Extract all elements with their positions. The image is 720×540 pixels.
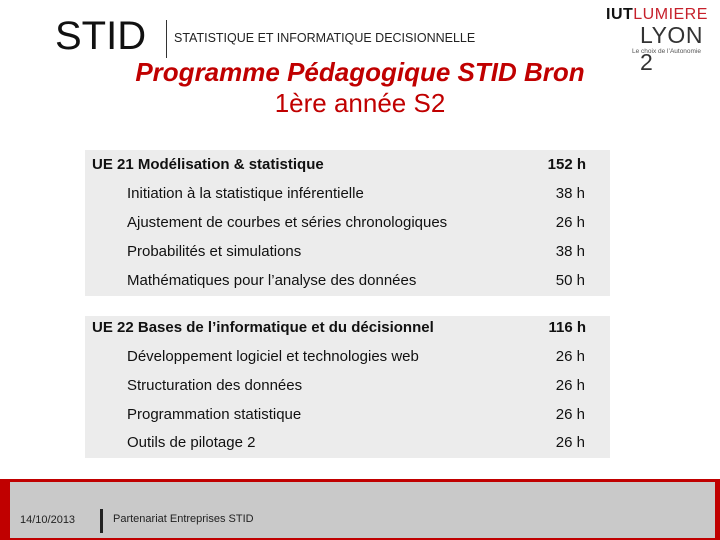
brand-title: STID: [55, 14, 147, 58]
course-hours: 26 h: [555, 406, 585, 423]
ue-label: UE 22 Bases de l’informatique et du déci…: [92, 319, 434, 336]
page-title: Programme Pédagogique STID Bron: [135, 57, 585, 87]
header-divider: [166, 20, 167, 58]
course-hours: 38 h: [555, 243, 585, 260]
course-name: Développement logiciel et technologies w…: [127, 348, 419, 365]
page-subtitle: 1ère année S2: [274, 88, 446, 118]
footer-panel: [10, 482, 715, 538]
course-name: Mathématiques pour l’analyse des données: [127, 272, 417, 289]
logo-lumiere: LUMIERE: [633, 6, 708, 23]
course-name: Structuration des données: [127, 377, 303, 394]
logo-tagline: Le choix de l’Autonomie: [632, 48, 702, 55]
course-name: Probabilités et simulations: [127, 243, 302, 260]
ue-label: UE 21 Modélisation & statistique: [92, 156, 324, 173]
course-hours: 38 h: [555, 185, 585, 202]
logo-line-1: IUTLUMIERE: [606, 6, 708, 24]
logo-iut: IUT: [606, 6, 634, 23]
footer-bar: 14/10/2013 Partenariat Entreprises STID: [0, 479, 720, 540]
course-hours: 50 h: [555, 272, 585, 289]
course-hours: 26 h: [555, 377, 585, 394]
ue-block-21: UE 21 Modélisation & statistique 152 h I…: [85, 150, 610, 296]
footer-label: Partenariat Entreprises STID: [113, 513, 254, 525]
ue-hours: 152 h: [547, 156, 586, 173]
course-hours: 26 h: [555, 214, 585, 231]
footer-date: 14/10/2013: [20, 514, 76, 526]
course-name: Initiation à la statistique inférentiell…: [127, 185, 364, 202]
course-hours: 26 h: [555, 348, 585, 365]
ue-hours: 116 h: [548, 319, 586, 336]
course-name: Outils de pilotage 2: [127, 434, 256, 451]
logo-lyon: LYON 2: [640, 22, 703, 75]
course-name: Programmation statistique: [127, 406, 302, 423]
course-name: Ajustement de courbes et séries chronolo…: [127, 214, 448, 231]
iut-lyon2-logo: IUTLUMIERE LYON 2 Le choix de l’Autonomi…: [606, 6, 710, 75]
course-hours: 26 h: [555, 434, 585, 451]
brand-subtitle: STATISTIQUE ET INFORMATIQUE DECISIONNELL…: [174, 31, 476, 45]
ue-block-22: UE 22 Bases de l’informatique et du déci…: [85, 316, 610, 458]
footer-divider: [100, 509, 103, 533]
